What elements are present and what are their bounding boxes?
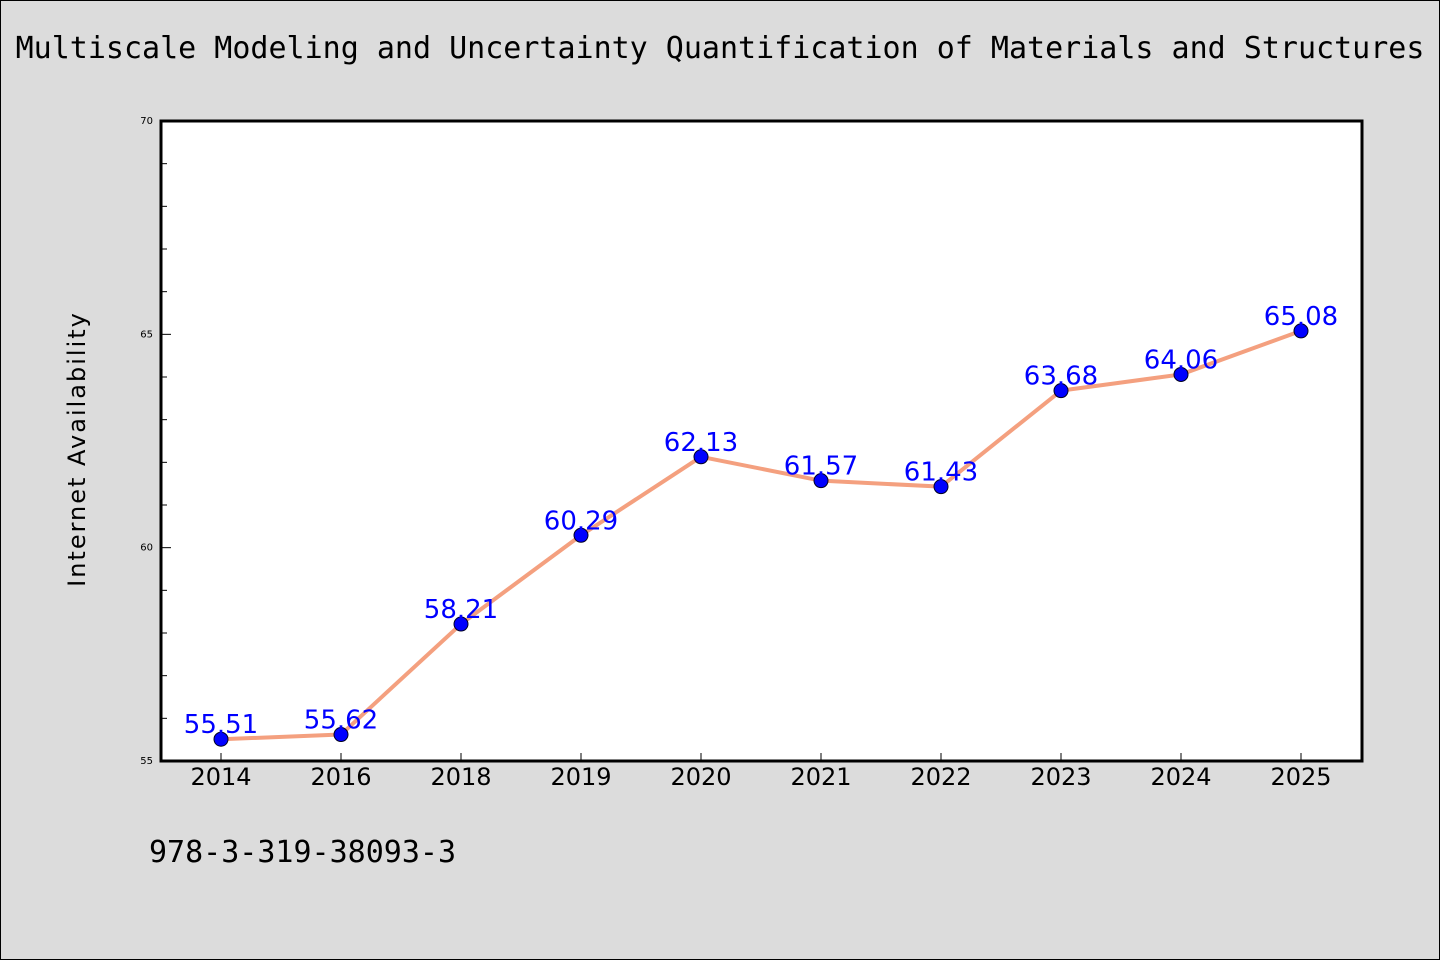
data-point xyxy=(813,473,829,489)
data-label: 65.08 xyxy=(1264,302,1338,332)
x-tick-label: 2023 xyxy=(1030,763,1091,791)
y-tick-label: 55 xyxy=(140,756,153,767)
series-line xyxy=(219,328,1303,742)
plot-area xyxy=(159,119,1364,763)
data-point xyxy=(213,731,229,747)
x-tick-label: 2020 xyxy=(670,763,731,791)
data-label: 58.21 xyxy=(424,595,498,625)
y-tick-label: 70 xyxy=(140,116,153,127)
x-tick-label: 2021 xyxy=(790,763,851,791)
x-tick-label: 2024 xyxy=(1150,763,1211,791)
data-labels: 55.51 55.62 58.21 60.29 62.13 61.57 61.43 63.68… xyxy=(184,302,1338,740)
x-tick-label: 2016 xyxy=(310,763,371,791)
y-axis: 55 60 65 70 xyxy=(140,116,171,767)
data-point xyxy=(693,449,709,465)
data-label: 55.62 xyxy=(304,706,378,736)
x-tick-label: 2018 xyxy=(430,763,491,791)
data-label: 62.13 xyxy=(664,428,738,458)
y-tick-label: 60 xyxy=(140,543,153,554)
data-point xyxy=(933,479,949,495)
x-tick-label: 2019 xyxy=(550,763,611,791)
data-point xyxy=(333,727,349,743)
data-label: 60.29 xyxy=(544,506,618,536)
data-point xyxy=(453,616,469,632)
isbn-text: 978-3-319-38093-3 xyxy=(149,835,457,870)
data-label: 61.43 xyxy=(904,458,978,488)
y-axis-label: Internet Availability xyxy=(63,311,91,587)
data-label: 64.06 xyxy=(1144,345,1218,375)
x-tick-label: 2025 xyxy=(1270,763,1331,791)
data-label: 55.51 xyxy=(184,710,258,740)
series-markers xyxy=(213,323,1309,747)
data-point xyxy=(1173,366,1189,382)
data-label: 61.57 xyxy=(784,452,858,482)
data-point xyxy=(573,527,589,543)
chart-title: Multiscale Modeling and Uncertainty Quan… xyxy=(15,31,1425,66)
x-axis: 2014 2016 2018 2019 2020 2021 2022 2023 2024 2025 xyxy=(190,753,1332,791)
x-tick-label: 2014 xyxy=(190,763,251,791)
y-tick-label: 65 xyxy=(140,329,153,340)
x-tick-label: 2022 xyxy=(910,763,971,791)
data-point xyxy=(1293,323,1309,339)
data-label: 63.68 xyxy=(1024,362,1098,392)
data-point xyxy=(1053,383,1069,399)
